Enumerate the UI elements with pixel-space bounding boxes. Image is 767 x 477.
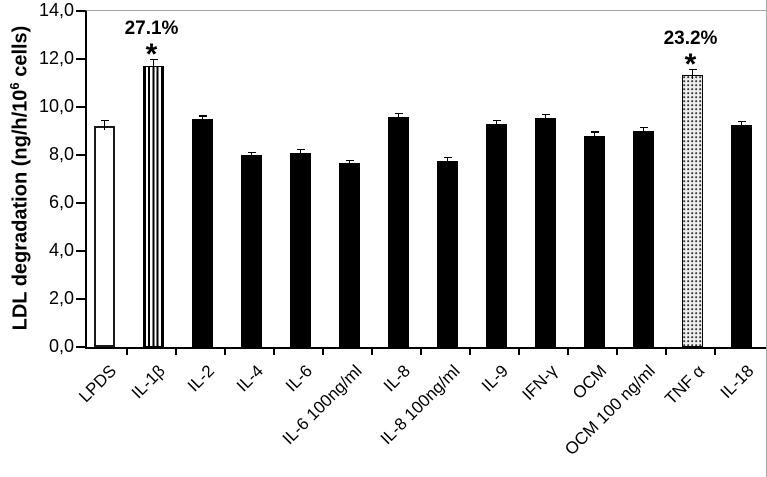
bar-il-4 [241,155,262,347]
x-tick-label: OCM 100 ng/ml [561,361,660,459]
error-bar-cap [198,115,207,117]
x-axis-tick [469,348,471,355]
y-axis-tick [76,202,85,204]
bar-tnf- [682,74,703,347]
annotation-percent: 23.2% [663,28,718,50]
x-tick-label: TNF α [661,361,709,409]
error-bar [103,121,106,131]
x-axis-tick [665,348,667,355]
bar-il-9 [486,123,507,347]
bar-il-6 [290,152,311,347]
error-bar-cap [100,119,109,122]
bar-il-8-100ng-ml [437,161,458,347]
x-axis-tick [273,348,275,355]
annotation-percent: 27.1% [124,18,179,40]
bar-il-1- [143,66,164,347]
x-tick-label: IFN-γ [518,361,562,405]
y-tick-label: 6,0 [48,192,74,212]
y-tick-label: 10,0 [38,96,74,116]
y-axis-tick [76,250,85,252]
y-axis-tick [76,298,85,300]
x-axis-tick [420,348,422,355]
error-bar-cap [541,113,550,116]
error-bar-cap [149,58,158,61]
x-axis-tick [567,348,569,355]
y-tick-label: 14,0 [38,0,74,20]
error-bar [740,122,743,129]
x-axis-tick [714,348,716,355]
error-bar [495,121,498,128]
y-axis-tick [76,154,85,156]
y-axis-tick [76,10,85,12]
error-bar-cap [639,126,648,129]
significance-asterisk: * [145,38,158,72]
x-axis-tick [371,348,373,355]
y-axis-tick [76,346,85,348]
y-axis-title-superscript: 6 [7,82,22,90]
error-bar [348,161,351,168]
x-tick-label: IL-1β [128,361,170,403]
error-bar [446,158,449,165]
x-axis-tick [616,348,618,355]
x-tick-label: OCM [568,361,611,403]
x-tick-label: IL-6 [282,361,317,396]
x-tick-label: LPDS [75,361,121,407]
plot-area [76,10,766,349]
error-bar [593,132,596,140]
y-tick-label: 12,0 [38,48,74,68]
error-bar [544,115,547,122]
error-bar-cap [247,151,256,154]
bar-il-18 [731,125,752,347]
x-tick-label: IL-18 [716,361,758,403]
error-bar [299,150,302,157]
error-bar-cap [737,120,746,123]
error-bar-cap [688,68,697,71]
y-axis-tick [76,58,85,60]
y-tick-label: 8,0 [48,144,74,164]
error-bar [152,60,155,71]
bar-ocm-100-ng-ml [633,131,654,347]
error-bar-cap [296,148,305,151]
x-tick-label: IL-8 [380,361,415,396]
bar-ifn- [535,117,556,347]
error-bar-cap [590,131,599,133]
bar-lpds [94,126,115,347]
y-axis-tick [76,106,85,108]
x-axis-tick [518,348,520,355]
error-bar-cap [443,156,452,159]
x-tick-label: IL-9 [478,361,513,396]
bar-il-6-100ng-ml [339,163,360,347]
x-axis-tick [322,348,324,355]
bar-il-8 [388,116,409,347]
y-tick-label: 4,0 [48,240,74,260]
error-bar [250,153,253,159]
bar-il-2 [192,119,213,347]
bar-ocm [584,135,605,347]
x-axis-tick [224,348,226,355]
y-tick-label: 2,0 [48,288,74,308]
x-axis-tick [175,348,177,355]
x-tick-label: IL-4 [233,361,268,396]
error-bar [642,128,645,135]
x-tick-label: IL-2 [184,361,219,396]
error-bar-cap [345,159,354,161]
error-bar-cap [394,112,403,115]
error-bar [397,114,400,121]
significance-asterisk: * [684,48,697,82]
error-bar-cap [492,119,501,122]
error-bar [691,70,694,79]
y-tick-label: 0,0 [48,336,74,356]
error-bar [201,116,204,123]
x-axis-tick [126,348,128,355]
